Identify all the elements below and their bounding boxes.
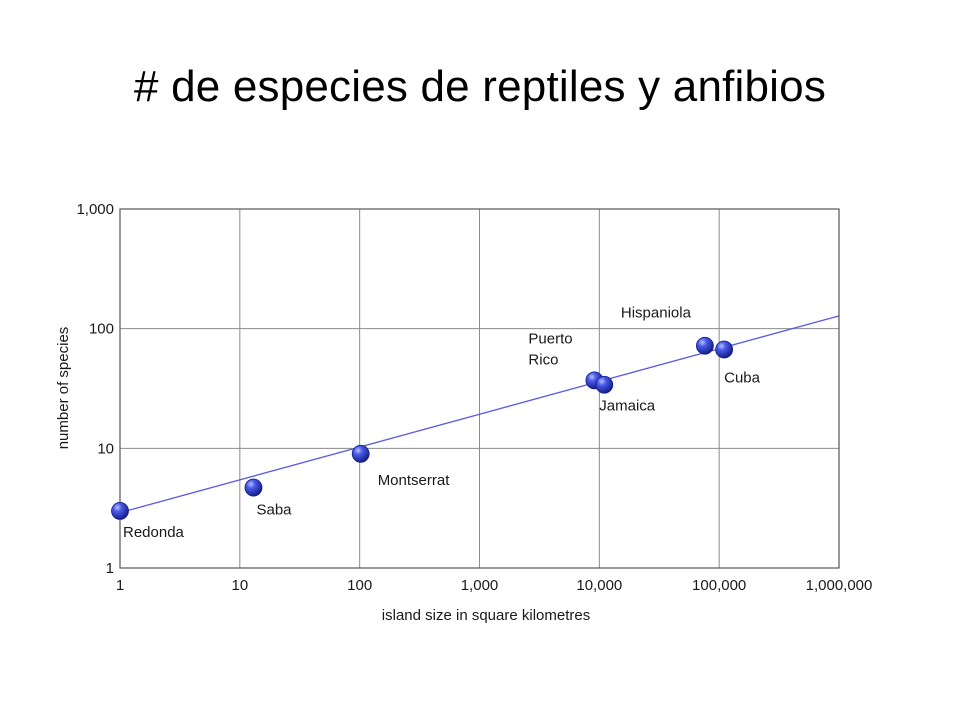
point-label: Hispaniola	[621, 305, 692, 322]
y-tick-label: 1	[106, 560, 114, 577]
x-tick-label: 100,000	[692, 577, 746, 594]
y-tick-label: 100	[89, 321, 114, 338]
point-label: Puerto	[528, 330, 572, 347]
data-point	[351, 444, 370, 463]
y-tick-label: 10	[97, 440, 114, 457]
plot-frame	[119, 208, 840, 569]
data-point	[111, 502, 129, 520]
x-tick-label: 1	[116, 577, 124, 594]
point-label: Montserrat	[378, 472, 451, 489]
x-tick-label: 1,000,000	[806, 577, 873, 594]
data-point	[244, 478, 263, 497]
point-label: Redonda	[123, 524, 185, 541]
x-tick-label: 10	[231, 577, 248, 594]
y-axis-title: number of species	[55, 327, 72, 450]
data-point	[695, 336, 714, 355]
data-point	[595, 375, 614, 394]
point-label: Rico	[528, 351, 558, 368]
x-tick-label: 1,000	[461, 577, 499, 594]
slide-title: # de especies de reptiles y anfibios	[133, 62, 827, 111]
point-label: Saba	[256, 502, 292, 519]
data-point	[715, 340, 734, 359]
y-tick-label: 1,000	[76, 201, 114, 218]
point-label: Jamaica	[599, 398, 656, 415]
point-label: Cuba	[724, 369, 761, 386]
x-axis-title: island size in square kilometres	[382, 607, 590, 624]
x-tick-label: 100	[347, 577, 372, 594]
x-tick-label: 10,000	[576, 577, 622, 594]
